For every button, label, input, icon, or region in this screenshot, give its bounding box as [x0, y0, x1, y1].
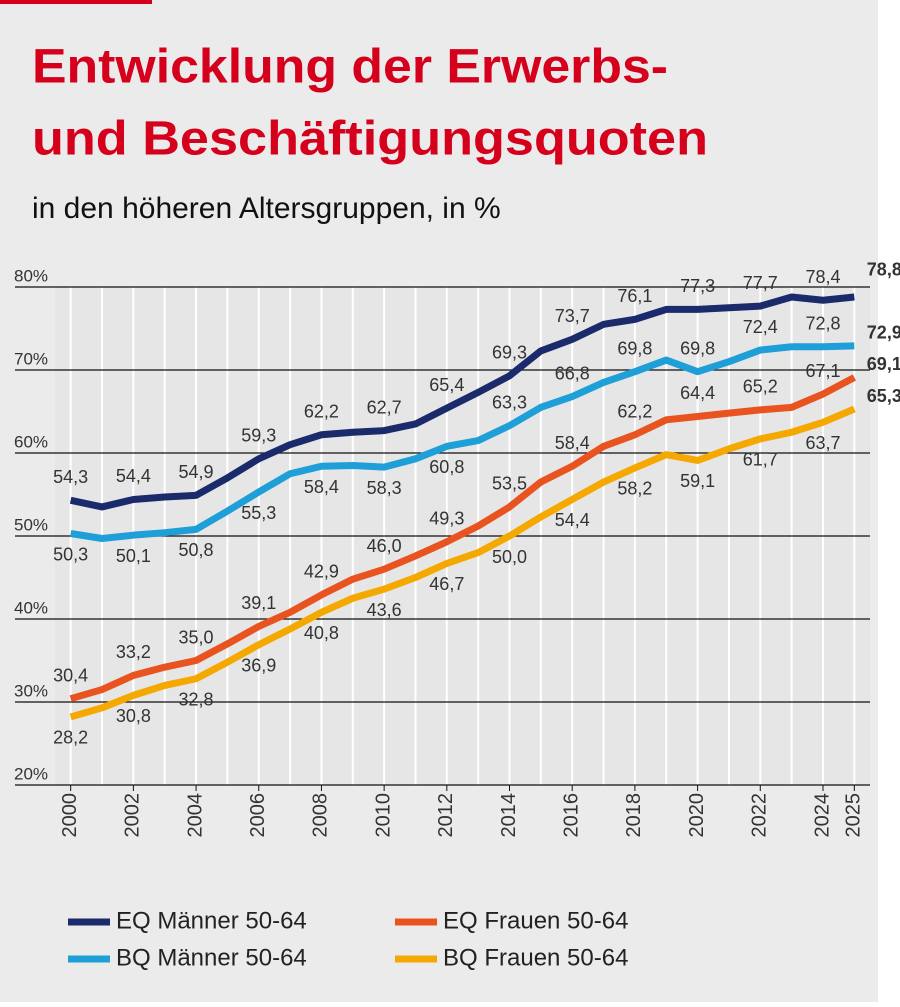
value-label: 72,8	[805, 314, 840, 334]
y-tick-label: 60%	[14, 432, 48, 451]
value-label: 63,7	[805, 433, 840, 453]
value-label: 78,8	[867, 260, 900, 280]
value-label: 30,4	[53, 665, 88, 685]
y-tick-label: 40%	[14, 598, 48, 617]
value-label: 50,8	[179, 540, 214, 560]
accent-bar	[0, 0, 152, 4]
chart-title: und Beschäftigungsquoten	[32, 113, 708, 166]
value-label: 54,9	[179, 462, 214, 482]
legend-label: BQ Männer 50-64	[116, 944, 307, 971]
value-label: 72,9	[867, 323, 900, 343]
value-label: 33,2	[116, 642, 151, 662]
x-tick-label: 2000	[59, 793, 81, 838]
value-label: 35,0	[179, 627, 214, 647]
value-label: 50,1	[116, 546, 151, 566]
value-label: 36,9	[241, 655, 276, 675]
line	[70, 342, 855, 542]
value-label: 28,2	[53, 728, 88, 748]
x-tick-label: 2008	[310, 793, 332, 838]
value-label: 58,3	[367, 478, 402, 498]
value-label: 50,3	[53, 544, 88, 564]
value-label: 73,7	[555, 306, 590, 326]
value-label: 69,8	[617, 338, 652, 358]
value-label: 59,1	[680, 471, 715, 491]
x-tick-label: 2006	[247, 793, 269, 838]
value-label: 77,3	[680, 276, 715, 296]
value-label: 54,3	[53, 467, 88, 487]
y-tick-label: 30%	[14, 681, 48, 700]
value-label: 64,4	[680, 383, 715, 403]
value-label: 77,7	[743, 273, 778, 293]
legend-label: EQ Frauen 50-64	[443, 907, 628, 934]
line	[69, 374, 856, 703]
y-tick-label: 70%	[14, 349, 48, 368]
legend-label: BQ Frauen 50-64	[443, 944, 628, 971]
value-label: 40,8	[304, 623, 339, 643]
value-label: 58,2	[617, 479, 652, 499]
value-label: 58,4	[304, 477, 339, 497]
value-label: 54,4	[555, 510, 590, 530]
x-tick-label: 2010	[372, 793, 394, 838]
chart-subtitle: in den höheren Altersgruppen, in %	[32, 192, 501, 225]
value-label: 62,2	[617, 401, 652, 421]
y-tick-label: 80%	[14, 266, 48, 285]
value-label: 62,7	[367, 397, 402, 417]
legend-label: EQ Männer 50-64	[116, 907, 307, 934]
value-label: 65,3	[867, 386, 900, 406]
line	[69, 293, 855, 511]
value-label: 60,8	[429, 457, 464, 477]
value-label: 46,7	[429, 574, 464, 594]
value-label: 50,0	[492, 547, 527, 567]
value-label: 61,7	[743, 450, 778, 470]
value-label: 67,1	[805, 361, 840, 381]
value-label: 78,4	[805, 267, 840, 287]
value-label: 54,4	[116, 466, 151, 486]
value-label: 53,5	[492, 474, 527, 494]
value-label: 55,3	[241, 503, 276, 523]
value-label: 72,4	[743, 317, 778, 337]
value-label: 49,3	[429, 509, 464, 529]
value-label: 63,3	[492, 392, 527, 412]
x-tick-label: 2002	[122, 793, 144, 838]
chart-title: Entwicklung der Erwerbs-	[32, 41, 668, 94]
value-label: 69,8	[680, 338, 715, 358]
x-tick-label: 2022	[749, 793, 771, 838]
value-label: 42,9	[304, 562, 339, 582]
y-tick-label: 50%	[14, 515, 48, 534]
value-label: 30,8	[116, 706, 151, 726]
value-label: 62,2	[304, 401, 339, 421]
x-tick-label: 2012	[435, 793, 457, 838]
x-tick-label: 2004	[184, 793, 206, 838]
value-label: 39,1	[241, 593, 276, 613]
value-label: 59,3	[241, 426, 276, 446]
x-tick-label: 2025	[843, 793, 865, 838]
value-label: 58,4	[555, 433, 590, 453]
value-label: 76,1	[617, 286, 652, 306]
value-label: 69,3	[492, 343, 527, 363]
value-label: 66,8	[555, 363, 590, 383]
line	[69, 405, 856, 721]
value-label: 65,4	[429, 375, 464, 395]
x-tick-label: 2016	[560, 793, 582, 838]
value-label: 69,1	[867, 354, 900, 374]
value-label: 43,6	[367, 600, 402, 620]
x-tick-label: 2014	[498, 793, 520, 838]
x-tick-label: 2020	[686, 793, 708, 838]
x-tick-label: 2024	[811, 793, 833, 838]
y-tick-label: 20%	[14, 764, 48, 783]
value-label: 32,8	[179, 690, 214, 710]
x-tick-label: 2018	[623, 793, 645, 838]
value-label: 46,0	[367, 536, 402, 556]
value-label: 65,2	[743, 377, 778, 397]
